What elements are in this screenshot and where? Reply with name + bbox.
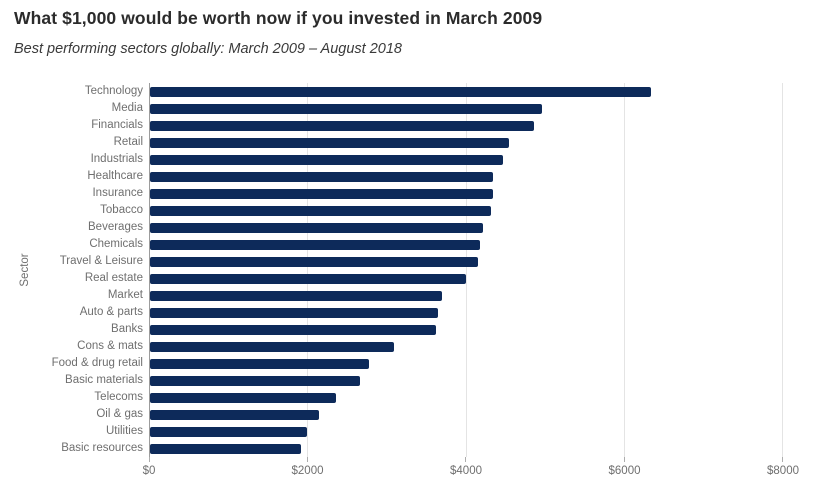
category-label: Chemicals [89, 238, 143, 250]
bar-row [150, 440, 783, 457]
bar-row [150, 355, 783, 372]
category-label: Food & drug retail [51, 357, 143, 369]
x-tick-label: $0 [142, 465, 156, 477]
category-labels: Technology Media Financials Retail Industria… [36, 83, 149, 457]
category-label: Tobacco [100, 204, 143, 216]
bar-row [150, 83, 783, 100]
category-label: Basic materials [65, 374, 143, 386]
category-label: Insurance [92, 187, 143, 199]
bar [150, 307, 438, 318]
bar-row [150, 253, 783, 270]
x-tick-mark [306, 457, 308, 462]
bar-row [150, 168, 783, 185]
chart-subtitle: Best performing sectors globally: March … [14, 41, 402, 57]
plot-area [149, 83, 783, 457]
gridline [623, 83, 625, 457]
category-label: Media [111, 102, 143, 114]
y-axis: Sector [14, 83, 36, 457]
bar-row [150, 389, 783, 406]
x-tick-mark [465, 457, 466, 462]
x-tick-mark [149, 457, 150, 462]
category-label: Travel & Leisure [59, 255, 143, 267]
category-label: Cons & mats [77, 340, 143, 352]
bar [150, 443, 302, 454]
bar-row [150, 185, 783, 202]
bar [150, 324, 436, 335]
bar [150, 171, 494, 182]
bar-row [150, 372, 783, 389]
gridline [465, 83, 467, 457]
category-label: Retail [113, 136, 143, 148]
gridline [782, 83, 783, 457]
category-label: Financials [91, 119, 143, 131]
chart-title: What $1,000 would be worth now if you in… [14, 8, 543, 28]
bar [150, 239, 480, 250]
category-label: Basic resources [61, 442, 143, 454]
category-label: Industrials [90, 153, 143, 165]
bar-row [150, 236, 783, 253]
bar [150, 188, 493, 199]
x-axis: $0 $2000 $4000 $6000 $8000 [143, 457, 799, 483]
bar-row [150, 287, 783, 304]
plot-wrap: $0 $2000 $4000 $6000 $8000 [143, 83, 799, 483]
bar-row [150, 219, 783, 236]
y-axis-title: Sector [19, 253, 31, 287]
bar-row [150, 338, 783, 355]
category-label: Oil & gas [96, 408, 143, 420]
bar-chart: Sector Technology Media Financials Retail In… [14, 83, 814, 483]
x-tick-label: $6000 [608, 465, 641, 477]
x-tick-label: $4000 [450, 465, 482, 477]
bar [150, 341, 395, 352]
bar-row [150, 270, 783, 287]
bar-row [150, 321, 783, 338]
category-label: Telecoms [94, 391, 143, 403]
bar [150, 392, 336, 403]
bar [150, 358, 370, 369]
category-label: Technology [84, 85, 143, 97]
x-tick-mark [782, 457, 783, 462]
category-label: Beverages [88, 221, 143, 233]
bar [150, 86, 651, 97]
bar [150, 409, 320, 420]
category-label: Real estate [84, 272, 143, 284]
bar-row [150, 304, 783, 321]
bar-row [150, 423, 783, 440]
bar-row [150, 406, 783, 423]
category-label: Market [107, 289, 143, 301]
category-label: Banks [111, 323, 143, 335]
bar [150, 222, 484, 233]
category-label: Auto & parts [79, 306, 143, 318]
bar-row [150, 134, 783, 151]
bar [150, 375, 360, 386]
x-tick-label: $2000 [291, 465, 324, 477]
x-tick-mark [623, 457, 625, 462]
x-tick-label: $8000 [767, 465, 799, 477]
gridline [307, 83, 309, 457]
bar [150, 426, 308, 437]
bar-row [150, 117, 783, 134]
bar-row [150, 100, 783, 117]
bar [150, 103, 542, 114]
category-label: Healthcare [87, 170, 143, 182]
bar [150, 137, 510, 148]
bar [150, 273, 466, 284]
category-label: Utilities [105, 425, 143, 437]
bar [150, 256, 478, 267]
bar [150, 290, 442, 301]
bar-row [150, 151, 783, 168]
bar [150, 205, 492, 216]
bar [150, 154, 503, 165]
bar [150, 120, 534, 131]
bar-row [150, 202, 783, 219]
